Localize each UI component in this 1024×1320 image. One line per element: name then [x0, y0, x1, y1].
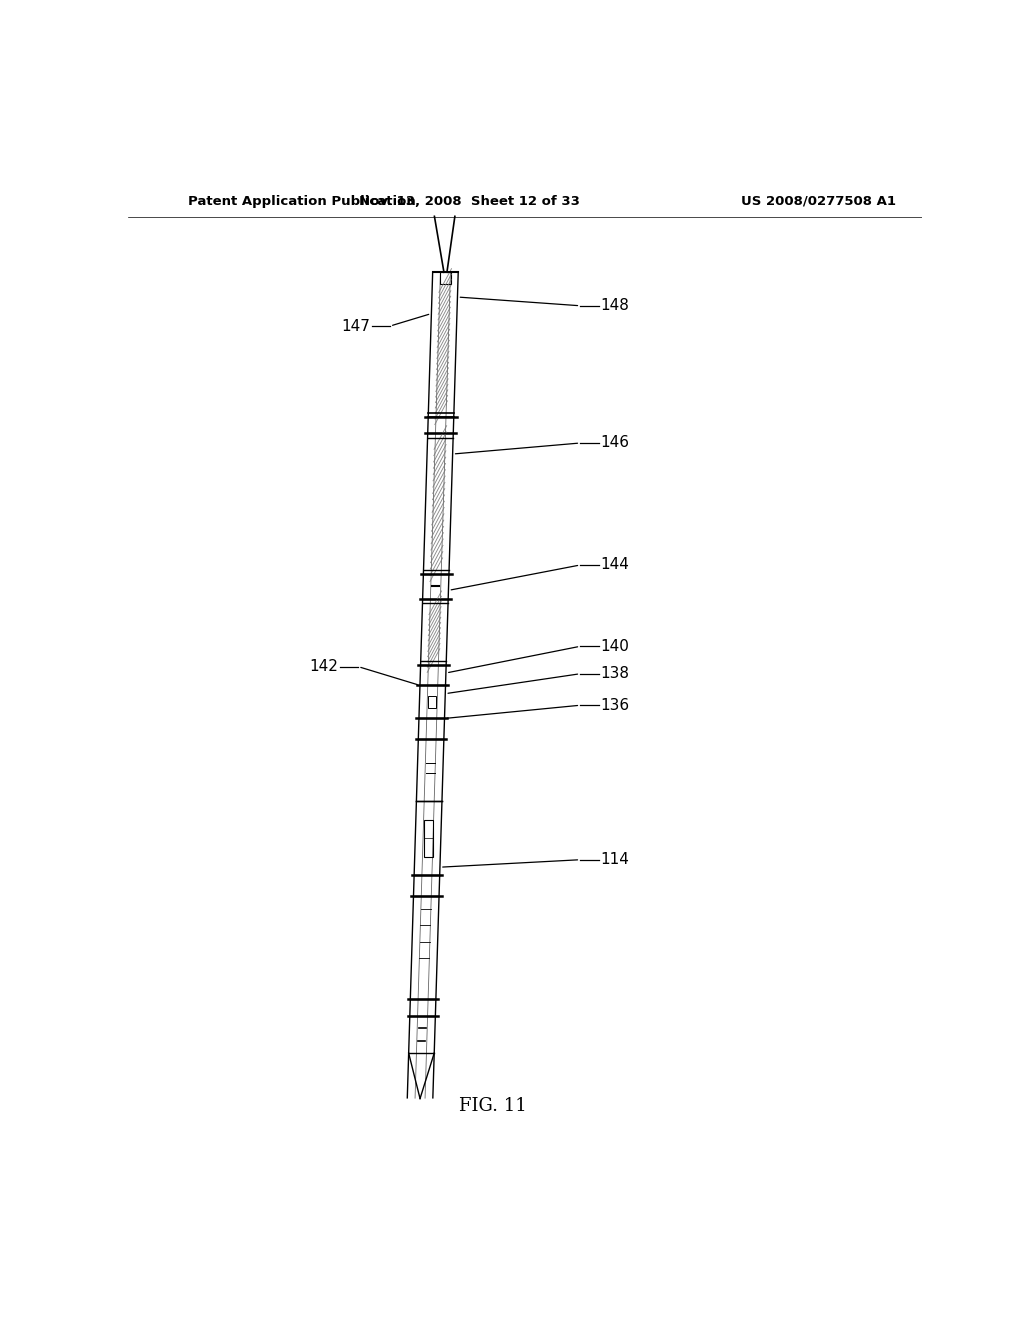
Text: 142: 142	[309, 659, 338, 675]
Text: 148: 148	[600, 298, 629, 313]
Text: US 2008/0277508 A1: US 2008/0277508 A1	[741, 194, 896, 207]
Text: FIG. 11: FIG. 11	[459, 1097, 527, 1114]
Text: Nov. 13, 2008  Sheet 12 of 33: Nov. 13, 2008 Sheet 12 of 33	[358, 194, 580, 207]
Text: 147: 147	[341, 318, 370, 334]
Text: 136: 136	[600, 698, 630, 713]
Text: 144: 144	[600, 557, 629, 573]
Text: Patent Application Publication: Patent Application Publication	[187, 194, 416, 207]
Text: 140: 140	[600, 639, 629, 653]
Text: 138: 138	[600, 667, 629, 681]
Text: 114: 114	[600, 853, 629, 867]
Text: 146: 146	[600, 436, 629, 450]
